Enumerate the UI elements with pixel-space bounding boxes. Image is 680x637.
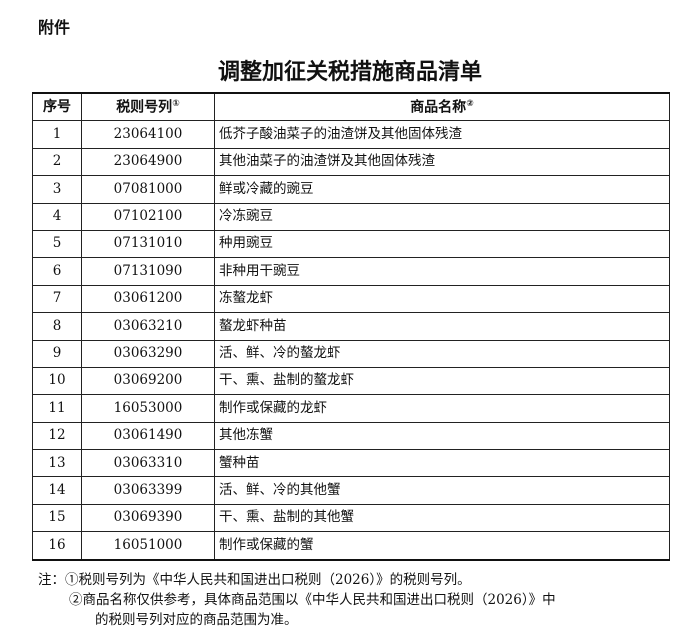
table-row: 7 03061200 冻螯龙虾 bbox=[32, 284, 670, 314]
cell-code: 16051000 bbox=[81, 531, 215, 561]
table-row: 13 03063310 蟹种苗 bbox=[32, 449, 670, 478]
cell-code: 07081000 bbox=[81, 175, 215, 204]
cell-name: 其他油菜子的油渣饼及其他固体残渣 bbox=[214, 147, 670, 177]
cell-code: 23064100 bbox=[81, 120, 215, 149]
attachment-label: 附件 bbox=[38, 18, 71, 37]
table-row: 2 23064900 其他油菜子的油渣饼及其他固体残渣 bbox=[32, 147, 670, 177]
cell-name: 其他冻蟹 bbox=[214, 421, 670, 451]
cell-code: 07102100 bbox=[81, 202, 215, 231]
cell-name: 干、熏、盐制的其他蟹 bbox=[214, 503, 670, 533]
cell-name: 蟹种苗 bbox=[214, 449, 670, 478]
table-row: 10 03069200 干、熏、盐制的螯龙虾 bbox=[32, 366, 670, 396]
table-row: 11 16053000 制作或保藏的龙虾 bbox=[32, 394, 670, 423]
note-1: 注：①税则号列为《中华人民共和国进出口税则（2026）》的税则号列。 bbox=[38, 572, 471, 588]
footnote-mark-1: ① bbox=[172, 98, 180, 109]
goods-table: 序号 税则号列① 商品名称② 1 23064100 低芥子酸油菜子的油渣饼及其他固体… bbox=[32, 92, 670, 561]
table-row: 4 07102100 冷冻豌豆 bbox=[32, 202, 670, 231]
table-row: 6 07131090 非种用干豌豆 bbox=[32, 257, 670, 286]
header-name-label: 商品名称 bbox=[410, 99, 467, 116]
cell-seq: 1 bbox=[32, 120, 82, 149]
cell-name: 冷冻豌豆 bbox=[214, 202, 670, 231]
cell-seq: 6 bbox=[32, 257, 82, 286]
note-2: ②商品名称仅供参考，具体商品范围以《中华人民共和国进出口税则（2026）》中 bbox=[69, 592, 556, 608]
table-row: 8 03063210 螯龙虾种苗 bbox=[32, 312, 670, 341]
cell-code: 03069200 bbox=[81, 366, 215, 396]
cell-seq: 14 bbox=[32, 476, 82, 505]
cell-code: 03061490 bbox=[81, 421, 215, 451]
cell-code: 07131010 bbox=[81, 229, 215, 259]
table-row: 14 03063399 活、鲜、冷的其他蟹 bbox=[32, 476, 670, 505]
cell-name: 低芥子酸油菜子的油渣饼及其他固体残渣 bbox=[214, 120, 670, 149]
cell-name: 鲜或冷藏的豌豆 bbox=[214, 175, 670, 204]
cell-name: 干、熏、盐制的螯龙虾 bbox=[214, 366, 670, 396]
cell-name: 制作或保藏的龙虾 bbox=[214, 394, 670, 423]
cell-seq: 9 bbox=[32, 339, 82, 368]
cell-name: 种用豌豆 bbox=[214, 229, 670, 259]
cell-code: 03063290 bbox=[81, 339, 215, 368]
cell-name: 活、鲜、冷的其他蟹 bbox=[214, 476, 670, 505]
cell-code: 03061200 bbox=[81, 284, 215, 314]
cell-code: 03069390 bbox=[81, 503, 215, 533]
cell-seq: 7 bbox=[32, 284, 82, 314]
cell-code: 16053000 bbox=[81, 394, 215, 423]
cell-name: 非种用干豌豆 bbox=[214, 257, 670, 286]
cell-code: 07131090 bbox=[81, 257, 215, 286]
cell-seq: 4 bbox=[32, 202, 82, 231]
table-row: 16 16051000 制作或保藏的蟹 bbox=[32, 531, 670, 561]
cell-code: 03063310 bbox=[81, 449, 215, 478]
cell-code: 03063399 bbox=[81, 476, 215, 505]
cell-code: 03063210 bbox=[81, 312, 215, 341]
footnote-mark-2: ② bbox=[466, 98, 474, 109]
cell-code: 23064900 bbox=[81, 147, 215, 177]
note-2-continued: 的税则号列对应的商品范围为准。 bbox=[95, 612, 298, 628]
header-code-label: 税则号列 bbox=[116, 99, 173, 116]
cell-seq: 15 bbox=[32, 503, 82, 533]
cell-seq: 11 bbox=[32, 394, 82, 423]
cell-seq: 10 bbox=[32, 366, 82, 396]
header-seq: 序号 bbox=[32, 92, 82, 122]
table-row: 15 03069390 干、熏、盐制的其他蟹 bbox=[32, 503, 670, 533]
cell-name: 制作或保藏的蟹 bbox=[214, 531, 670, 561]
header-code: 税则号列① bbox=[81, 92, 215, 122]
notes: 注：①税则号列为《中华人民共和国进出口税则（2026）》的税则号列。 ②商品名称… bbox=[38, 570, 556, 630]
cell-seq: 8 bbox=[32, 312, 82, 341]
cell-seq: 12 bbox=[32, 421, 82, 451]
cell-seq: 16 bbox=[32, 531, 82, 561]
table-row: 3 07081000 鲜或冷藏的豌豆 bbox=[32, 175, 670, 204]
cell-seq: 5 bbox=[32, 229, 82, 259]
table-row: 12 03061490 其他冻蟹 bbox=[32, 421, 670, 451]
table-header-row: 序号 税则号列① 商品名称② bbox=[32, 92, 670, 122]
table-row: 5 07131010 种用豌豆 bbox=[32, 229, 670, 259]
cell-seq: 13 bbox=[32, 449, 82, 478]
table-row: 1 23064100 低芥子酸油菜子的油渣饼及其他固体残渣 bbox=[32, 120, 670, 149]
cell-name: 螯龙虾种苗 bbox=[214, 312, 670, 341]
header-name: 商品名称② bbox=[214, 92, 670, 122]
cell-name: 冻螯龙虾 bbox=[214, 284, 670, 314]
table-row: 9 03063290 活、鲜、冷的螯龙虾 bbox=[32, 339, 670, 368]
cell-seq: 3 bbox=[32, 175, 82, 204]
cell-name: 活、鲜、冷的螯龙虾 bbox=[214, 339, 670, 368]
cell-seq: 2 bbox=[32, 147, 82, 177]
document-title: 调整加征关税措施商品清单 bbox=[217, 60, 482, 85]
